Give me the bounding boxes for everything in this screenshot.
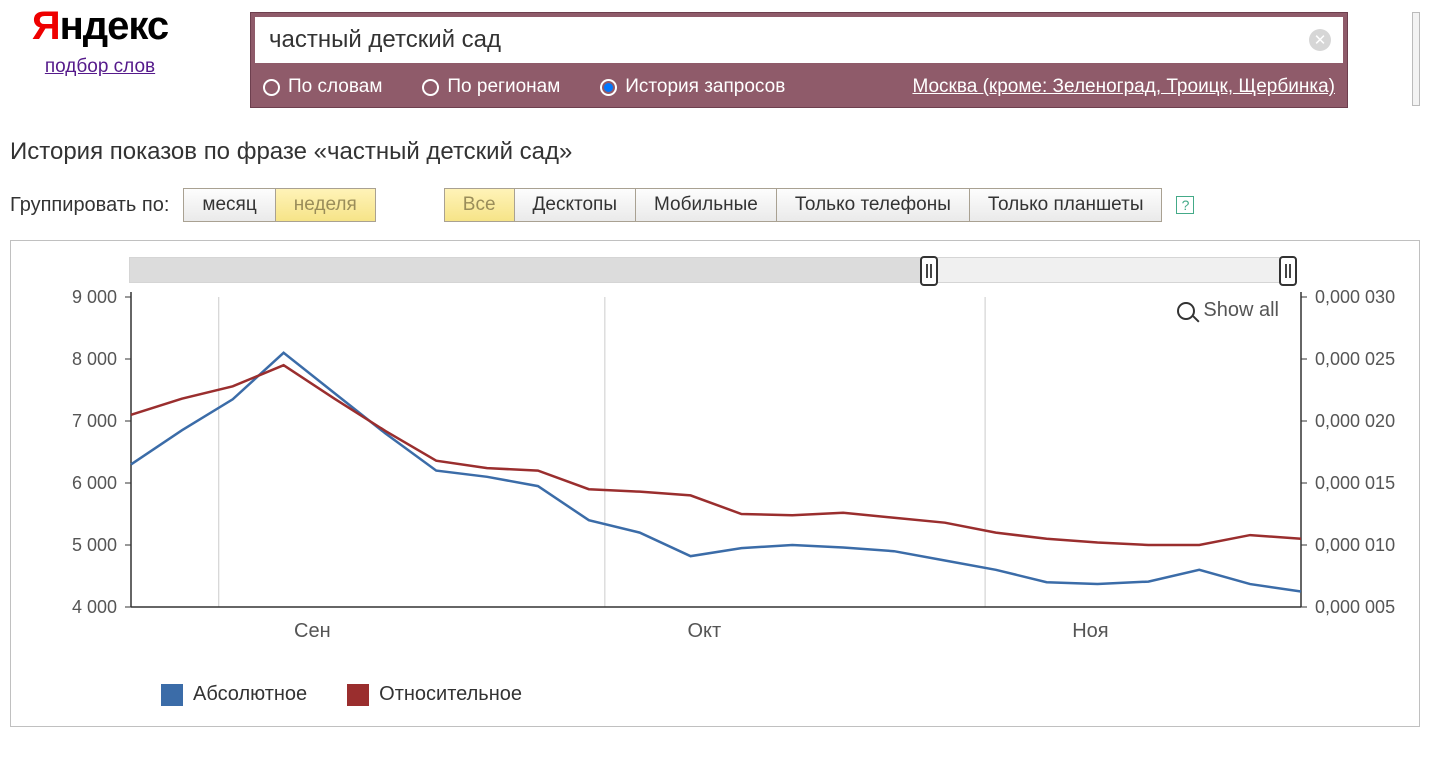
radio-icon bbox=[263, 79, 280, 96]
clear-icon[interactable]: ✕ bbox=[1309, 29, 1331, 51]
search-container: ✕ По словам По регионам История запросов… bbox=[250, 12, 1348, 108]
zoom-out-icon bbox=[1177, 302, 1195, 320]
logo-subtitle-link[interactable]: подбор слов bbox=[45, 56, 155, 78]
svg-text:7 000: 7 000 bbox=[72, 411, 117, 431]
search-input[interactable] bbox=[267, 25, 1309, 55]
svg-text:0,000 015: 0,000 015 bbox=[1315, 473, 1395, 493]
help-icon[interactable]: ? bbox=[1176, 196, 1194, 214]
yandex-logo[interactable]: Яндекс bbox=[32, 6, 168, 46]
side-button[interactable] bbox=[1412, 12, 1420, 106]
svg-text:0,000 030: 0,000 030 bbox=[1315, 287, 1395, 307]
show-all-label: Show all bbox=[1203, 299, 1279, 322]
legend-label: Относительное bbox=[379, 683, 522, 706]
svg-text:Окт: Окт bbox=[687, 620, 721, 642]
svg-text:4 000: 4 000 bbox=[72, 597, 117, 617]
scrubber-handle-left[interactable] bbox=[920, 256, 938, 286]
group-label: Группировать по: bbox=[10, 194, 169, 217]
svg-text:6 000: 6 000 bbox=[72, 473, 117, 493]
svg-text:0,000 020: 0,000 020 bbox=[1315, 411, 1395, 431]
device-phones-button[interactable]: Только телефоны bbox=[777, 189, 970, 221]
svg-text:0,000 025: 0,000 025 bbox=[1315, 349, 1395, 369]
svg-text:0,000 005: 0,000 005 bbox=[1315, 597, 1395, 617]
device-mobile-button[interactable]: Мобильные bbox=[636, 189, 777, 221]
device-all-button[interactable]: Все bbox=[445, 189, 515, 221]
svg-text:0,000 010: 0,000 010 bbox=[1315, 535, 1395, 555]
radio-icon bbox=[600, 79, 617, 96]
tab-history[interactable]: История запросов bbox=[600, 76, 785, 98]
chart-container: Show all 4 000 5 000 6 000 7 000 8 000 9 000 0… bbox=[10, 240, 1420, 727]
tab-by-regions[interactable]: По регионам bbox=[422, 76, 560, 98]
legend-swatch bbox=[347, 684, 369, 706]
scrubber-handle-right[interactable] bbox=[1279, 256, 1297, 286]
legend-abs[interactable]: Абсолютное bbox=[161, 683, 307, 706]
svg-text:9 000: 9 000 bbox=[72, 287, 117, 307]
group-seg: месяц неделя bbox=[183, 188, 375, 222]
legend-rel[interactable]: Относительное bbox=[347, 683, 522, 706]
svg-text:5 000: 5 000 bbox=[72, 535, 117, 555]
logo-red: Я bbox=[32, 4, 60, 48]
svg-text:Ноя: Ноя bbox=[1072, 620, 1108, 642]
logo-rest: ндекс bbox=[60, 4, 169, 48]
scrubber-selection bbox=[130, 258, 929, 282]
group-month-button[interactable]: месяц bbox=[184, 189, 275, 221]
svg-text:8 000: 8 000 bbox=[72, 349, 117, 369]
device-seg: Все Десктопы Мобильные Только телефоны Т… bbox=[444, 188, 1163, 222]
scrubber-track[interactable] bbox=[129, 257, 1289, 283]
device-desktop-button[interactable]: Десктопы bbox=[515, 189, 636, 221]
group-week-button[interactable]: неделя bbox=[276, 189, 375, 221]
show-all-button[interactable]: Show all bbox=[1177, 299, 1279, 322]
device-tablets-button[interactable]: Только планшеты bbox=[970, 189, 1162, 221]
radio-icon bbox=[422, 79, 439, 96]
legend-label: Абсолютное bbox=[193, 683, 307, 706]
tab-label: История запросов bbox=[625, 76, 785, 98]
legend-swatch bbox=[161, 684, 183, 706]
tab-by-words[interactable]: По словам bbox=[263, 76, 382, 98]
tab-label: По регионам bbox=[447, 76, 560, 98]
region-link[interactable]: Москва (кроме: Зеленоград, Троицк, Щерби… bbox=[912, 76, 1335, 98]
page-title: История показов по фразе «частный детски… bbox=[10, 138, 1420, 166]
svg-text:Сен: Сен bbox=[294, 620, 331, 642]
tab-label: По словам bbox=[288, 76, 382, 98]
